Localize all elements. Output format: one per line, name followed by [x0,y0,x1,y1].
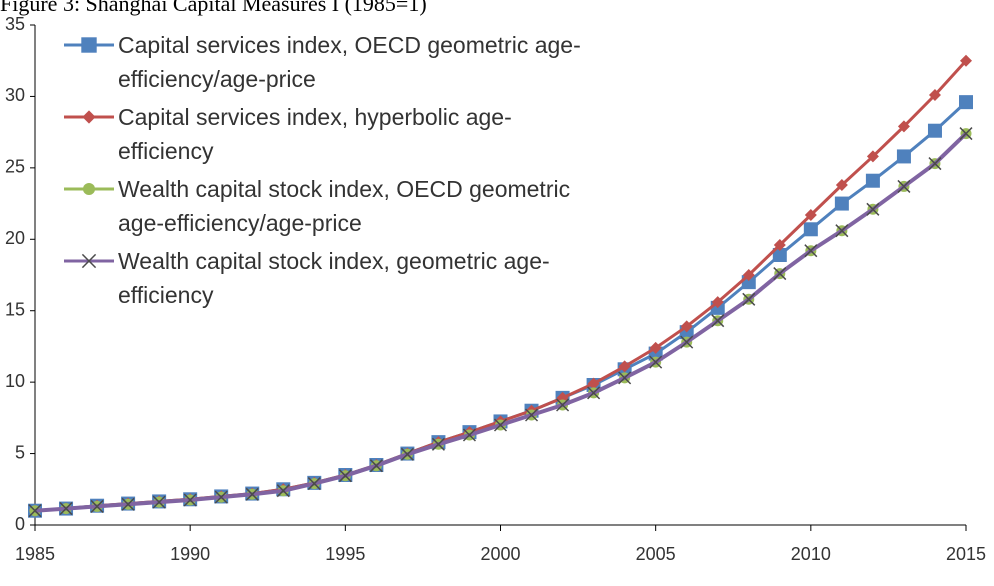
marker [81,37,97,53]
legend-symbol [64,37,114,53]
marker [960,54,972,67]
marker [896,149,911,164]
legend-label: Wealth capital stock index, OECD geometr… [118,176,571,236]
marker [587,386,601,400]
x-tick-label: 1995 [325,544,365,564]
marker [276,484,290,498]
marker [897,120,910,133]
marker [649,341,662,354]
marker [866,150,879,163]
marker [493,418,508,432]
marker [82,110,96,124]
marker [804,244,818,258]
marker [866,202,880,216]
marker [462,428,476,442]
marker [81,253,97,269]
marker [82,182,96,196]
marker [618,360,631,373]
y-tick-label: 15 [5,299,25,319]
marker [773,267,787,281]
marker [649,355,663,369]
marker [804,209,817,221]
y-tick-label: 5 [15,442,25,462]
x-tick-label: 1990 [170,544,210,564]
x-tick-label: 1985 [15,544,55,564]
marker [680,320,693,333]
legend-entry: Capital services index, OECD geometric a… [60,28,620,96]
legend-symbol [64,253,114,269]
marker [587,377,600,390]
marker [525,408,539,422]
y-tick-label: 10 [5,371,25,391]
marker [338,469,352,483]
legend-symbol [64,110,114,124]
marker [742,269,755,281]
marker [711,314,725,328]
marker [680,335,694,349]
marker [711,296,724,309]
x-tick-label: 2015 [946,544,986,564]
y-tick-label: 35 [5,14,25,34]
marker [742,292,756,306]
marker [183,493,197,507]
marker [959,95,973,110]
y-tick-label: 30 [5,85,25,105]
marker [835,179,848,191]
legend-label: Capital services index, OECD geometric a… [118,32,581,92]
marker [835,224,849,238]
x-tick-label: 2000 [480,544,520,564]
marker [897,179,911,193]
marker [59,502,73,516]
legend-symbol [64,182,114,196]
legend-entry: Capital services index, hyperbolic age-e… [60,100,620,168]
marker [121,497,135,511]
y-tick-label: 25 [5,157,25,177]
marker [28,504,42,518]
marker [369,459,383,473]
marker [152,495,166,509]
marker [959,127,973,141]
marker [400,447,414,461]
legend-entry: Wealth capital stock index, geometric ag… [60,244,620,312]
chart-title: Figure 3: Shanghai Capital Measures I (1… [0,0,427,16]
legend: Capital services index, OECD geometric a… [60,28,620,316]
legend-label: Wealth capital stock index, geometric ag… [118,248,550,308]
y-tick-label: 20 [5,228,25,248]
marker [618,371,632,385]
marker [307,477,321,491]
marker [245,487,259,501]
marker [772,248,787,262]
x-tick-label: 2005 [636,544,676,564]
legend-entry: Wealth capital stock index, OECD geometr… [60,172,620,240]
marker [834,196,849,211]
marker [90,499,104,513]
marker [431,437,445,451]
marker [556,398,570,412]
y-tick-label: 0 [15,514,25,534]
marker [214,490,228,504]
x-tick-label: 2010 [791,544,831,564]
legend-label: Capital services index, hyperbolic age-e… [118,104,512,164]
marker [928,89,941,101]
marker [928,157,942,171]
marker [803,222,818,237]
marker [927,123,942,138]
marker [773,239,786,251]
marker [865,173,880,188]
